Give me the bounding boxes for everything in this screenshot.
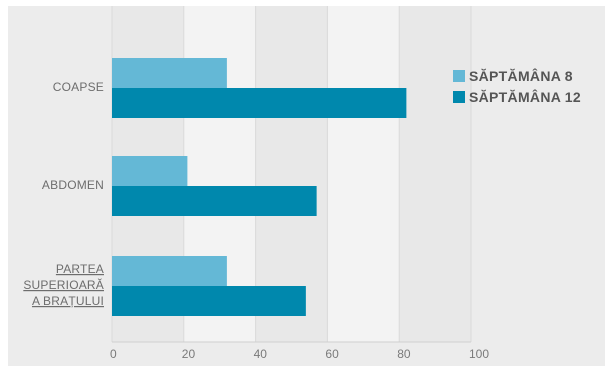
- category-label: COAPSE: [53, 80, 104, 94]
- x-tick-label: 80: [397, 347, 411, 361]
- x-tick-label: 60: [325, 347, 339, 361]
- bars: [112, 58, 407, 316]
- bar-week12-2: [112, 286, 306, 316]
- x-tick-label: 20: [182, 347, 196, 361]
- x-tick-label: 0: [110, 347, 117, 361]
- grid-band: [327, 6, 400, 342]
- category-label: ABDOMEN: [42, 178, 104, 192]
- category-label[interactable]: PARTEA: [56, 262, 104, 276]
- x-tick-label: 100: [469, 347, 489, 361]
- bar-week8-0: [112, 58, 227, 88]
- bar-chart: 0 20 40 60 80 100 COAPSE ABDOMEN PARTEASUPERIOA…: [23, 6, 581, 361]
- chart-container: 0 20 40 60 80 100 COAPSE ABDOMEN PARTEA SUPERIOA…: [8, 6, 605, 366]
- background-bands: [112, 6, 471, 342]
- x-axis-ticks: 0 20 40 60 80 100: [110, 347, 489, 361]
- legend-label: SĂPTĂMÂNA 8: [469, 67, 573, 84]
- legend-swatch: [453, 70, 465, 82]
- legend-label: SĂPTĂMÂNA 12: [469, 88, 581, 105]
- category-label[interactable]: SUPERIOARĂ: [23, 277, 104, 292]
- bar-week12-0: [112, 88, 407, 118]
- bar-week8-1: [112, 156, 188, 186]
- bar-week8-2: [112, 256, 227, 286]
- bar-week12-1: [112, 186, 317, 216]
- legend-swatch: [453, 91, 465, 103]
- category-label[interactable]: A BRAȚULUI: [32, 294, 104, 308]
- legend: SĂPTĂMÂNA 8 SĂPTĂMÂNA 12: [453, 67, 581, 105]
- x-tick-label: 40: [254, 347, 268, 361]
- grid-band: [399, 6, 471, 342]
